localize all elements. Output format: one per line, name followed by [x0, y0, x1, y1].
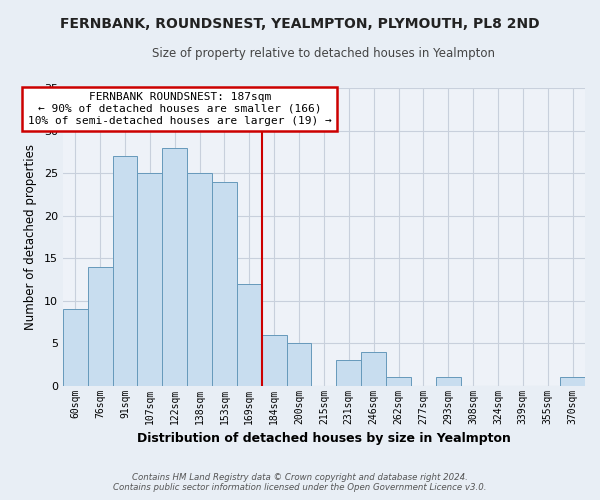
- Bar: [262, 334, 287, 386]
- Bar: [113, 156, 137, 386]
- Text: FERNBANK, ROUNDSNEST, YEALMPTON, PLYMOUTH, PL8 2ND: FERNBANK, ROUNDSNEST, YEALMPTON, PLYMOUT…: [60, 18, 540, 32]
- Text: Contains HM Land Registry data © Crown copyright and database right 2024.
Contai: Contains HM Land Registry data © Crown c…: [113, 473, 487, 492]
- Bar: [287, 343, 311, 386]
- Bar: [436, 377, 461, 386]
- Bar: [162, 148, 187, 386]
- Bar: [361, 352, 386, 386]
- Bar: [137, 173, 162, 386]
- X-axis label: Distribution of detached houses by size in Yealmpton: Distribution of detached houses by size …: [137, 432, 511, 445]
- Bar: [88, 266, 113, 386]
- Bar: [212, 182, 237, 386]
- Bar: [386, 377, 411, 386]
- Bar: [63, 309, 88, 386]
- Bar: [337, 360, 361, 386]
- Title: Size of property relative to detached houses in Yealmpton: Size of property relative to detached ho…: [152, 48, 496, 60]
- Y-axis label: Number of detached properties: Number of detached properties: [24, 144, 37, 330]
- Bar: [560, 377, 585, 386]
- Text: FERNBANK ROUNDSNEST: 187sqm
← 90% of detached houses are smaller (166)
10% of se: FERNBANK ROUNDSNEST: 187sqm ← 90% of det…: [28, 92, 332, 126]
- Bar: [237, 284, 262, 386]
- Bar: [187, 173, 212, 386]
